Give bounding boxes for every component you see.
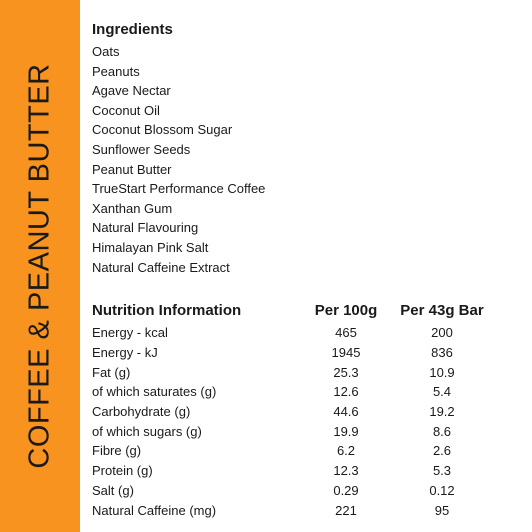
per-43g-value: 95 — [434, 502, 450, 518]
table-row: Carbohydrate (g) 44.6 19.2 — [92, 402, 512, 422]
per-100g-value: 12.6 — [333, 384, 359, 400]
ingredient-item: TrueStart Performance Coffee — [92, 181, 266, 197]
nutrient-label: Energy - kcal — [92, 325, 168, 341]
ingredient-item: Coconut Oil — [92, 102, 160, 118]
per-100g-value: 12.3 — [333, 463, 359, 479]
ingredient-item: Natural Caffeine Extract — [92, 259, 230, 275]
ingredients-heading: Ingredients — [92, 21, 173, 38]
per-43g-value: 836 — [431, 345, 453, 361]
table-row: Fat (g) 25.3 10.9 — [92, 362, 512, 382]
per-100g-value: 19.9 — [333, 423, 359, 439]
per-100g-value: 221 — [335, 502, 357, 518]
ingredients-section: Ingredients Oats Peanuts Agave Nectar Co… — [92, 20, 522, 277]
per-43g-value: 10.9 — [429, 364, 455, 380]
nutrient-label: Fat (g) — [92, 364, 131, 380]
side-band: COFFEE & PEANUT BUTTER — [0, 0, 80, 532]
nutrient-label: Energy - kJ — [92, 345, 158, 361]
ingredients-list: Oats Peanuts Agave Nectar Coconut Oil Co… — [92, 42, 522, 277]
per-43g-header: Per 43g Bar — [400, 301, 484, 319]
ingredient-item: Xanthan Gum — [92, 200, 173, 216]
nutrient-label: of which sugars (g) — [92, 423, 202, 439]
table-row: Salt (g) 0.29 0.12 — [92, 481, 512, 501]
per-100g-value: 6.2 — [336, 443, 356, 459]
ingredient-item: Sunflower Seeds — [92, 141, 191, 157]
ingredient-item: Natural Flavouring — [92, 220, 199, 236]
ingredient-item: Peanuts — [92, 63, 140, 79]
per-100g-value: 25.3 — [333, 364, 359, 380]
per-100g-header: Per 100g — [314, 301, 378, 319]
ingredient-item: Peanut Butter — [92, 161, 172, 177]
per-100g-value: 0.29 — [333, 482, 359, 498]
table-row: of which saturates (g) 12.6 5.4 — [92, 382, 512, 402]
ingredient-item: Oats — [92, 44, 120, 59]
ingredient-item: Coconut Blossom Sugar — [92, 122, 233, 138]
table-row: Energy - kcal 465 200 — [92, 323, 512, 343]
ingredient-item: Himalayan Pink Salt — [92, 239, 209, 255]
nutrient-label: Protein (g) — [92, 463, 153, 479]
per-43g-value: 5.3 — [432, 463, 452, 479]
per-100g-value: 1945 — [331, 345, 361, 361]
nutrient-label: Carbohydrate (g) — [92, 404, 191, 420]
per-100g-value: 44.6 — [333, 404, 359, 420]
table-row: Energy - kJ 1945 836 — [92, 343, 512, 363]
per-43g-value: 19.2 — [429, 404, 455, 420]
nutrition-table: Nutrition Information Per 100g Per 43g B… — [92, 299, 512, 520]
per-100g-value: 465 — [335, 325, 357, 341]
table-row: Natural Caffeine (mg) 221 95 — [92, 500, 512, 520]
nutrient-label: Fibre (g) — [92, 443, 142, 459]
per-43g-value: 5.4 — [432, 384, 452, 400]
nutrient-label: Salt (g) — [92, 482, 134, 498]
product-title: COFFEE & PEANUT BUTTER — [23, 63, 56, 469]
per-43g-value: 8.6 — [432, 423, 452, 439]
per-43g-value: 2.6 — [432, 443, 452, 459]
ingredient-item: Agave Nectar — [92, 83, 171, 99]
nutrition-heading: Nutrition Information — [92, 301, 242, 319]
per-43g-value: 200 — [431, 325, 453, 341]
table-row: Fibre (g) 6.2 2.6 — [92, 441, 512, 461]
nutrient-label: of which saturates (g) — [92, 384, 217, 400]
nutrient-label: Natural Caffeine (mg) — [92, 502, 217, 518]
table-row: of which sugars (g) 19.9 8.6 — [92, 421, 512, 441]
table-row: Protein (g) 12.3 5.3 — [92, 461, 512, 481]
nutrition-header-row: Nutrition Information Per 100g Per 43g B… — [92, 299, 512, 321]
per-43g-value: 0.12 — [429, 482, 455, 498]
